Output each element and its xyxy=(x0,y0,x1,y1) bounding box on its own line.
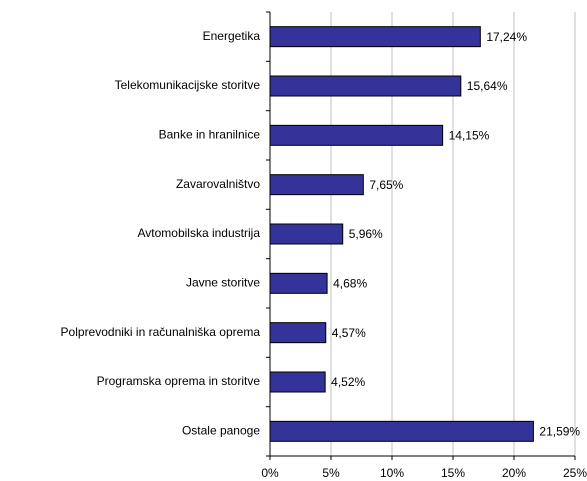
bar xyxy=(269,322,327,344)
x-tick-label: 10% xyxy=(380,466,404,480)
bar xyxy=(269,174,364,196)
y-tick-label: Avtomobilska industrija xyxy=(137,226,260,240)
data-label: 17,24% xyxy=(486,30,527,44)
data-label: 4,52% xyxy=(331,375,365,389)
y-tick-label: Ostale panoge xyxy=(182,424,260,438)
x-tick-label: 0% xyxy=(261,466,279,480)
x-tick-label: 5% xyxy=(322,466,340,480)
x-tick-label: 15% xyxy=(441,466,465,480)
y-tick-label: Banke in hranilnice xyxy=(159,128,261,142)
y-tick-label: Energetika xyxy=(203,29,261,43)
x-tick-label: 25% xyxy=(563,466,587,480)
bar xyxy=(269,26,481,48)
data-label: 14,15% xyxy=(449,129,490,143)
bar xyxy=(269,75,462,97)
y-tick-label: Zavarovalništvo xyxy=(176,177,260,191)
bar xyxy=(269,420,534,442)
y-tick-label: Programska oprema in storitve xyxy=(97,374,261,388)
data-label: 4,68% xyxy=(333,277,367,291)
bar xyxy=(269,124,444,146)
data-label: 5,96% xyxy=(349,227,383,241)
bar xyxy=(269,371,326,393)
data-label: 21,59% xyxy=(539,425,580,439)
bar xyxy=(269,223,344,245)
y-tick-label: Javne storitve xyxy=(186,276,260,290)
y-tick-label: Polprevodniki in računalniška oprema xyxy=(61,325,261,339)
y-tick-label: Telekomunikacijske storitve xyxy=(115,78,261,92)
bar xyxy=(269,272,328,294)
data-label: 7,65% xyxy=(369,178,403,192)
data-label: 4,57% xyxy=(332,326,366,340)
x-tick-label: 20% xyxy=(502,466,526,480)
data-label: 15,64% xyxy=(467,79,508,93)
